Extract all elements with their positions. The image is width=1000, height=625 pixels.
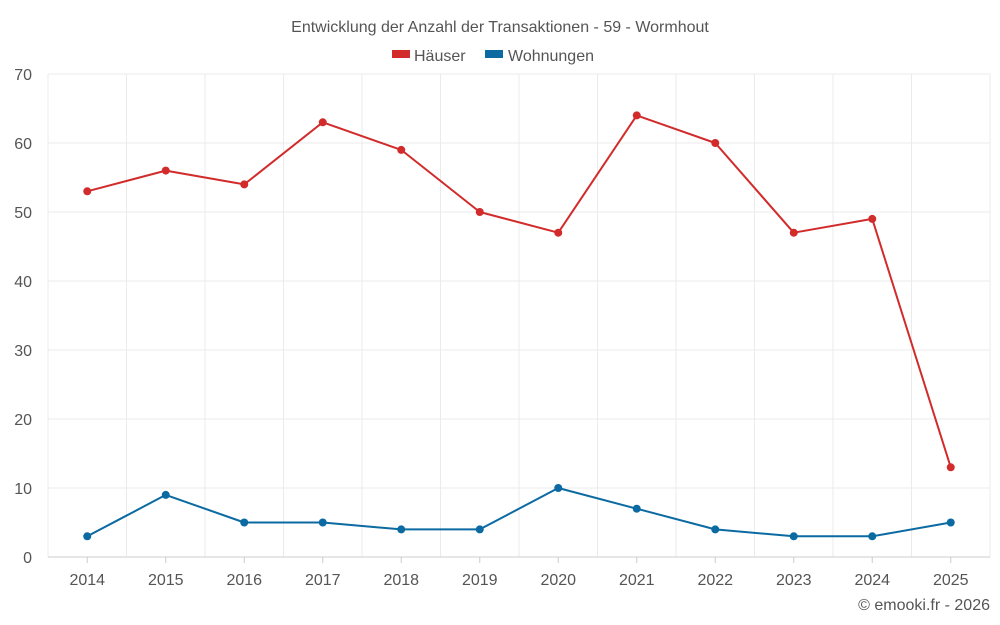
- x-tick-label: 2015: [148, 572, 184, 589]
- data-point-wohnungen[interactable]: [318, 518, 327, 527]
- y-tick-label: 40: [14, 274, 32, 291]
- legend: Häuser Wohnungen: [392, 48, 594, 65]
- data-point-wohnungen[interactable]: [946, 518, 955, 527]
- legend-label-haeuser: Häuser: [414, 48, 466, 65]
- legend-swatch-wohnungen: [485, 50, 503, 58]
- data-point-wohnungen[interactable]: [554, 484, 563, 492]
- data-point-wohnungen[interactable]: [475, 525, 484, 534]
- data-point-haeuser[interactable]: [397, 145, 406, 154]
- data-point-wohnungen[interactable]: [397, 525, 406, 534]
- x-tick-label: 2019: [462, 572, 498, 589]
- series-line-wohnungen: [86, 487, 951, 538]
- y-tick-label: 10: [14, 481, 32, 498]
- chart-title: Entwicklung der Anzahl der Transaktionen…: [291, 19, 709, 36]
- x-tick-label: 2021: [619, 572, 655, 589]
- legend-label-wohnungen: Wohnungen: [508, 48, 594, 65]
- x-tick-label: 2025: [933, 572, 969, 589]
- y-tick-label: 20: [14, 412, 32, 429]
- x-tick-label: 2018: [383, 572, 419, 589]
- series: [83, 111, 955, 541]
- legend-item-haeuser[interactable]: Häuser: [392, 48, 466, 65]
- data-point-wohnungen[interactable]: [632, 504, 641, 513]
- legend-swatch-haeuser: [392, 50, 410, 58]
- grid: [47, 73, 991, 557]
- y-tick-label: 50: [14, 205, 32, 222]
- series-wohnungen: [83, 484, 955, 541]
- data-point-wohnungen[interactable]: [789, 532, 798, 541]
- x-tick-label: 2016: [226, 572, 262, 589]
- series-line-haeuser: [86, 114, 952, 468]
- data-point-haeuser[interactable]: [83, 187, 92, 196]
- x-tick-label: 2020: [540, 572, 576, 589]
- x-tick-label: 2022: [697, 572, 733, 589]
- data-point-wohnungen[interactable]: [868, 532, 877, 541]
- data-point-wohnungen[interactable]: [711, 525, 720, 534]
- axes: 0 10 20 30 40 50 60 70 2014 2015 2016 2017 2018 2019 2…: [14, 67, 990, 589]
- data-point-haeuser[interactable]: [868, 214, 877, 223]
- x-tick-label: 2024: [854, 572, 890, 589]
- data-point-haeuser[interactable]: [632, 111, 641, 120]
- data-point-haeuser[interactable]: [161, 166, 170, 175]
- data-point-haeuser[interactable]: [946, 463, 955, 472]
- data-point-wohnungen[interactable]: [161, 490, 170, 499]
- data-point-wohnungen[interactable]: [240, 518, 249, 527]
- series-haeuser: [83, 111, 955, 472]
- legend-item-wohnungen[interactable]: Wohnungen: [485, 48, 594, 65]
- data-point-haeuser[interactable]: [789, 228, 798, 237]
- x-tick-label: 2014: [69, 572, 105, 589]
- copyright-credit: © emooki.fr - 2026: [858, 597, 990, 614]
- data-point-haeuser[interactable]: [318, 118, 327, 127]
- x-tick-label: 2023: [776, 572, 812, 589]
- data-point-haeuser[interactable]: [475, 208, 484, 216]
- y-tick-label: 0: [23, 550, 32, 567]
- y-tick-label: 30: [14, 343, 32, 360]
- data-point-haeuser[interactable]: [240, 180, 249, 189]
- data-point-haeuser[interactable]: [554, 228, 563, 237]
- y-tick-label: 70: [14, 67, 32, 84]
- data-point-wohnungen[interactable]: [83, 532, 92, 541]
- x-tick-label: 2017: [305, 572, 341, 589]
- data-point-haeuser[interactable]: [711, 139, 720, 147]
- y-tick-label: 60: [14, 136, 32, 153]
